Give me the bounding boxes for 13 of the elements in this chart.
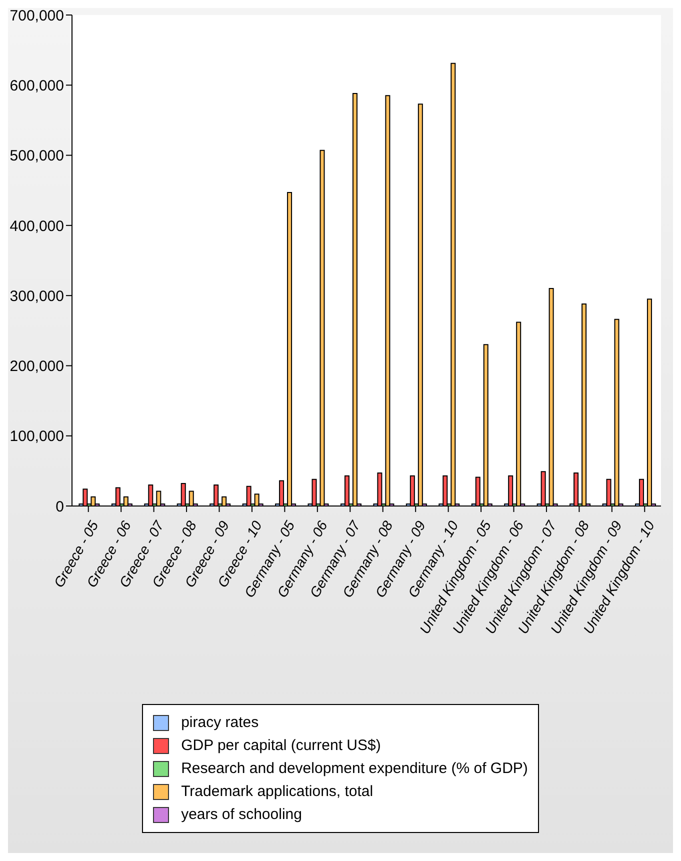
- y-tick-label: 700,000: [10, 7, 64, 24]
- y-tick-label: 600,000: [10, 77, 64, 94]
- y-tick-label: 200,000: [10, 358, 64, 376]
- legend-label: Research and development expenditure (% of GDP): [181, 760, 528, 777]
- y-tick-label: 500,000: [10, 148, 64, 165]
- y-tick-label: 300,000: [10, 288, 64, 305]
- y-tick-label: 400,000: [10, 218, 64, 235]
- legend-label: GDP per capital (current US$): [181, 737, 381, 754]
- legend-label: piracy rates: [181, 714, 259, 731]
- y-tick-label: 0: [56, 498, 64, 516]
- y-tick-label: 100,000: [10, 428, 64, 446]
- legend-label: Trademark applications, total: [181, 783, 374, 800]
- legend-label: years of schooling: [181, 806, 302, 823]
